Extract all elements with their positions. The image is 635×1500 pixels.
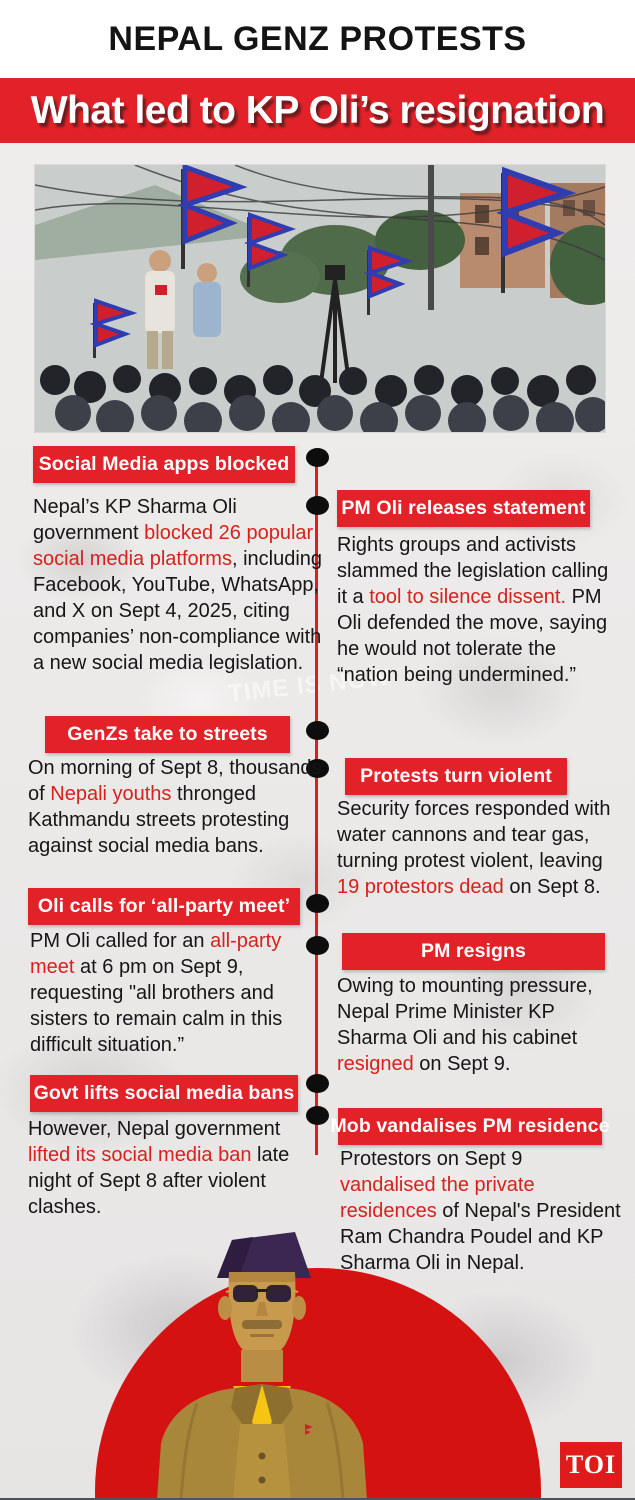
- timeline-dot: [306, 936, 329, 955]
- event-body-residence-vandalised: Protestors on Sept 9 vandalised the priv…: [340, 1148, 621, 1274]
- bottom-edge-line: [0, 1498, 635, 1500]
- event-header-bans-lifted: Govt lifts social media bans: [30, 1075, 298, 1112]
- page-title: NEPAL GENZ PROTESTS: [108, 19, 527, 58]
- protest-photo: [35, 165, 605, 432]
- toi-logo: TOI: [560, 1442, 622, 1488]
- timeline-line: [315, 450, 318, 1155]
- timeline-dot: [306, 721, 329, 740]
- timeline-dot: [306, 448, 329, 467]
- timeline-dot: [306, 894, 329, 913]
- event-header-genz-streets: GenZs take to streets: [45, 716, 290, 753]
- event-header-pm-statement: PM Oli releases statement: [337, 490, 590, 527]
- event-body-all-party-meet: PM Oli called for an all-party meet at 6…: [30, 930, 283, 1056]
- event-body-genz-streets: On morning of Sept 8, thousands of Nepal…: [28, 757, 322, 857]
- timeline-dot: [306, 759, 329, 778]
- timeline-dot: [306, 1106, 329, 1125]
- event-header-social-media-blocked: Social Media apps blocked: [33, 446, 295, 483]
- event-header-residence-vandalised: Mob vandalises PM residence: [330, 1108, 609, 1145]
- timeline-dot: [306, 1074, 329, 1093]
- event-body-protests-violent: Security forces responded with water can…: [337, 798, 611, 898]
- event-header-pm-resigns: PM resigns: [342, 933, 605, 970]
- event-header-all-party-meet: Oli calls for ‘all-party meet’: [28, 888, 300, 925]
- event-body-pm-statement: Rights groups and activists slammed the …: [337, 534, 609, 686]
- event-body-social-media-blocked: Nepal’s KP Sharma Oli government blocked…: [33, 496, 323, 674]
- event-body-bans-lifted: However, Nepal government lifted its soc…: [28, 1118, 290, 1218]
- event-header-protests-violent: Protests turn violent: [345, 758, 567, 795]
- top-title-strip: NEPAL GENZ PROTESTS: [0, 0, 635, 78]
- headline-banner: What led to KP Oli’s resignation: [0, 78, 635, 143]
- kp-oli-figure: [157, 1232, 367, 1500]
- event-body-pm-resigns: Owing to mounting pressure, Nepal Prime …: [337, 975, 593, 1075]
- headline-text: What led to KP Oli’s resignation: [30, 88, 605, 132]
- timeline-dot: [306, 496, 329, 515]
- protest-photo-illustration: [35, 165, 605, 432]
